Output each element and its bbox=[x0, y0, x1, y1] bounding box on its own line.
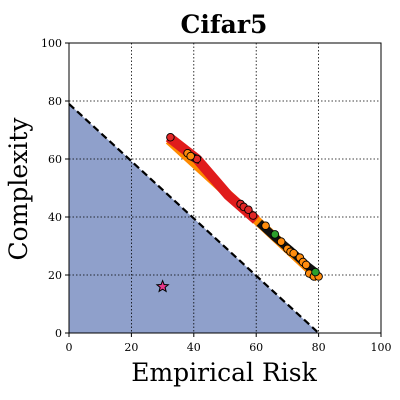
scatter-point bbox=[248, 211, 258, 220]
chart-title: Cifar5 bbox=[181, 10, 268, 39]
plot-frame bbox=[68, 42, 382, 334]
x-tick-label: 80 bbox=[312, 341, 326, 354]
scatter-point bbox=[301, 260, 311, 270]
x-tick-label: 20 bbox=[124, 341, 138, 354]
y-axis-label: Complexity bbox=[4, 117, 33, 261]
scatter-point bbox=[244, 205, 253, 214]
x-axis-label: Empirical Risk bbox=[131, 358, 317, 387]
scatter-point bbox=[270, 230, 280, 239]
x-tick-label: 0 bbox=[66, 341, 73, 354]
y-tick-label: 40 bbox=[48, 211, 62, 224]
scatter-point bbox=[311, 267, 320, 277]
y-axis-ticks: 0 20 40 60 80 100 bbox=[41, 37, 69, 340]
y-tick-label: 100 bbox=[41, 37, 62, 50]
y-tick-label: 60 bbox=[48, 153, 62, 166]
x-tick-label: 60 bbox=[249, 341, 263, 354]
x-tick-label: 40 bbox=[187, 341, 201, 354]
scatter-point bbox=[166, 132, 175, 142]
plot-area bbox=[68, 42, 382, 334]
scatter-point bbox=[276, 237, 286, 246]
y-tick-label: 20 bbox=[48, 269, 62, 282]
grid-lines bbox=[69, 43, 381, 333]
x-axis-ticks: 0 20 40 60 80 100 bbox=[66, 333, 392, 354]
highlight-star-marker bbox=[155, 279, 170, 293]
scatter-point bbox=[261, 221, 270, 230]
data-points bbox=[166, 132, 323, 281]
boundary-line bbox=[68, 103, 320, 334]
y-tick-label: 80 bbox=[48, 95, 62, 108]
x-tick-label: 100 bbox=[371, 341, 392, 354]
scatter-point bbox=[289, 248, 298, 258]
y-tick-label: 0 bbox=[55, 327, 62, 340]
scatter-point bbox=[186, 151, 195, 161]
